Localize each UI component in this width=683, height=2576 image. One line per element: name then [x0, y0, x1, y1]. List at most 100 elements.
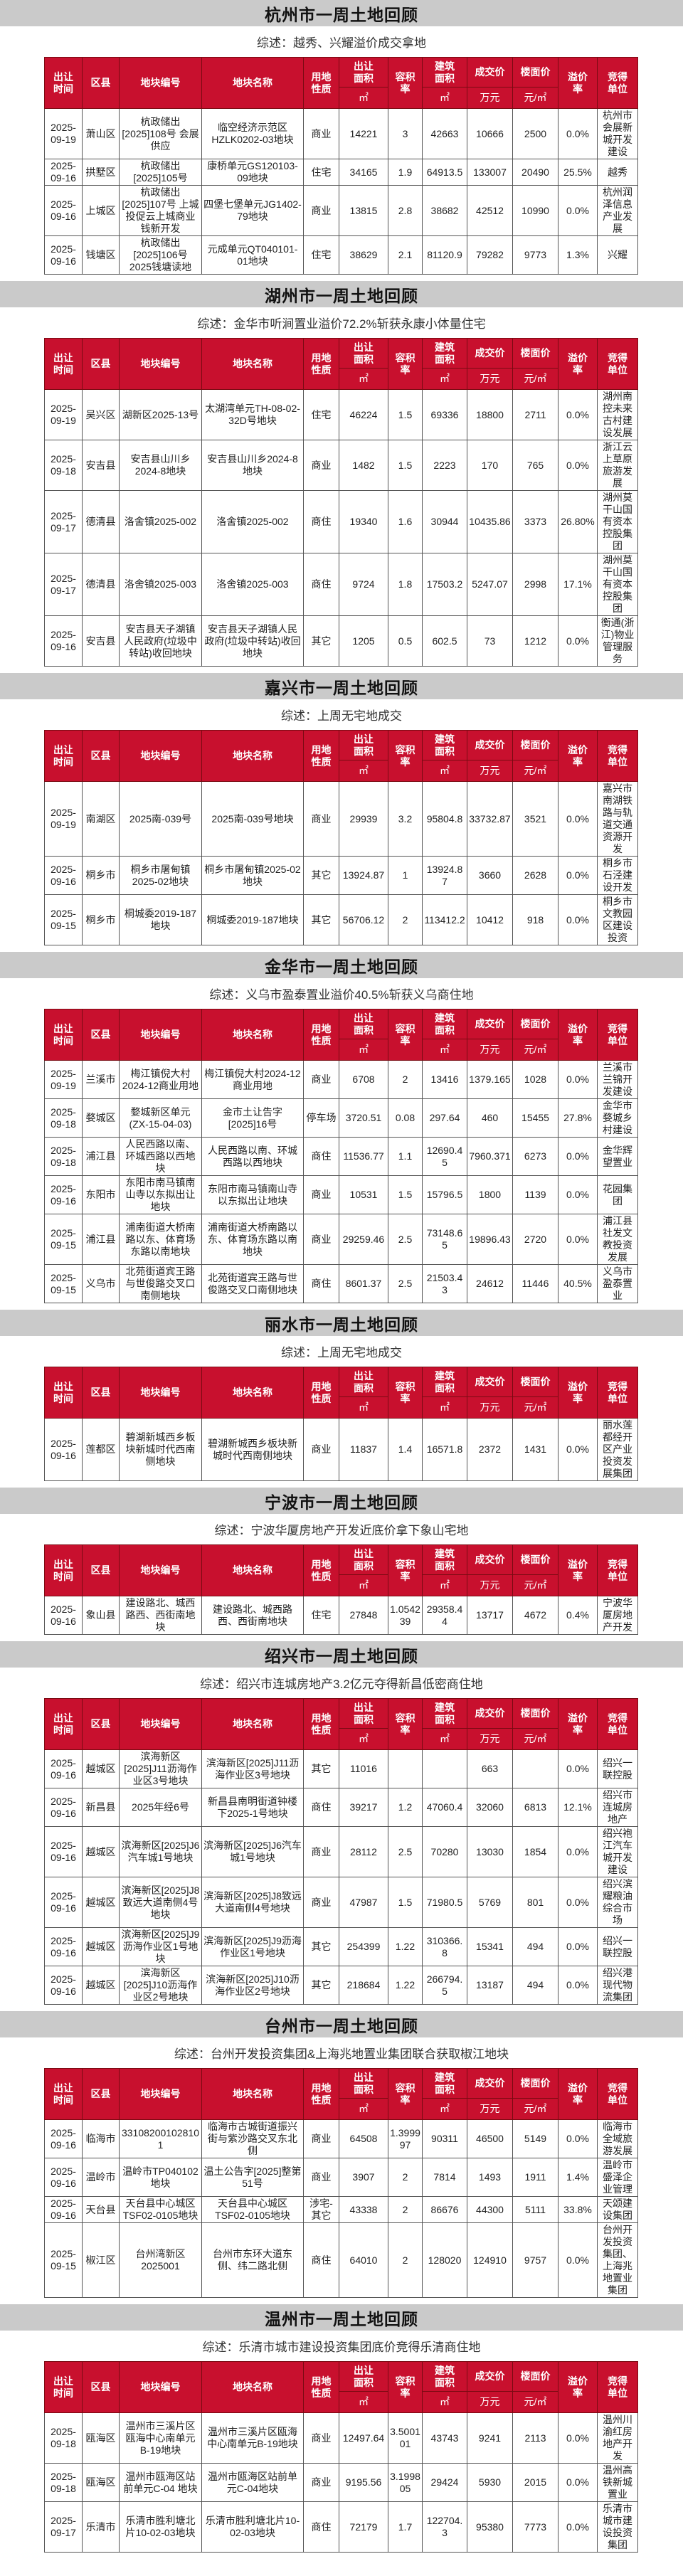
table-body: 2025-09-19 吴兴区 湖新区2025-13号 太湖湾单元TH-08-02-32… [44, 389, 638, 667]
header-usage: 用地 性质 [303, 1009, 339, 1061]
cell-premium: 40.5% [558, 1264, 598, 1303]
cell-winner: 花园集团 [597, 1175, 638, 1214]
cell-premium: 33.8% [558, 2196, 598, 2223]
cell-winner: 绍兴袍江汽车城开发建设 [597, 1826, 638, 1877]
cell-far: 2 [388, 2222, 423, 2298]
cell-plot-name: 乐清市胜利塘北片10-02-03地块 [201, 2501, 304, 2553]
cell-floor-price: 7773 [512, 2501, 558, 2553]
cell-gfa: 47060.4 [422, 1788, 467, 1827]
city-section: 湖州市一周土地回顾 综述：金华市听涧置业溢价72.2%斩获永康小体量住宅 出让 时间… [0, 281, 683, 673]
city-section: 温州市一周土地回顾 综述：乐清市城市建设投资集团底价竞得乐清商住地 出让 时间 区县地… [0, 2304, 683, 2559]
city-section: 宁波市一周土地回顾 综述：宁波华厦房地产开发近底价拿下象山宅地 出让 时间 区县 地块编… [0, 1488, 683, 1641]
section-title: 绍兴市一周土地回顾 [265, 1646, 418, 1665]
header-far: 容积 率 [388, 2068, 423, 2120]
section-summary: 综述：越秀、兴耀溢价成交拿地 [257, 36, 426, 50]
cell-plot-name: 滨海新区[2025]J8致远大道南侧4号地块 [201, 1877, 304, 1928]
cell-plot-code: 洛舍镇2025-003 [119, 553, 202, 616]
cell-plot-name: 四堡七堡单元JG1402-79地块 [201, 185, 304, 236]
cell-district: 浦江县 [82, 1137, 120, 1176]
cell-price: 1379.165 [467, 1060, 513, 1099]
cell-premium: 0.0% [558, 2501, 598, 2553]
cell-winner: 乐清市城市建设投资集团 [597, 2501, 638, 2553]
cell-floor-price: 15455 [512, 1098, 558, 1138]
cell-winner: 湖州莫干山国有资本控股集团 [597, 553, 638, 616]
header-floor-price: 楼面价 [512, 2068, 558, 2099]
cell-land-area: 43338 [339, 2196, 388, 2223]
cell-plot-code: 杭政储出[2025]105号 [119, 159, 202, 186]
cell-far: 1 [388, 856, 423, 895]
header-unit-land-area: ㎡ [339, 1728, 388, 1750]
table-row: 2025-09-17 德清县 洛舍镇2025-003 洛舍镇2025-003 商住 972… [44, 553, 638, 616]
header-usage: 用地 性质 [303, 1698, 339, 1750]
header-unit-gfa: ㎡ [422, 760, 467, 782]
cell-far: 1.22 [388, 1927, 423, 1966]
cell-usage: 商业 [303, 1060, 339, 1099]
cell-far: 2.5 [388, 1826, 423, 1877]
header-date: 出让 时间 [44, 1367, 83, 1419]
cell-premium: 0.0% [558, 2222, 598, 2298]
cell-district: 安吉县 [82, 615, 120, 667]
header-premium: 溢价 率 [558, 2361, 598, 2413]
cell-usage: 商住 [303, 490, 339, 553]
header-row: 出让 时间 区县 地块编号 地块名称 用地 性质 出让 面积 容积 率建筑 面积 成交价 楼面价… [44, 338, 638, 390]
cell-far: 2 [388, 894, 423, 945]
cell-district: 东阳市 [82, 1175, 120, 1214]
cell-price: 13187 [467, 1966, 513, 2005]
table-body: 2025-09-16 临海市 331082001028101 临海市古城街道振兴街与紫… [44, 2119, 638, 2298]
table-row: 2025-09-16 上城区 杭政储出[2025]107号 上城投促云上城商业钱新开… [44, 185, 638, 236]
cell-date: 2025-09-16 [44, 1596, 83, 1635]
header-gfa: 建筑 面积 [422, 2068, 467, 2099]
cell-usage: 商业 [303, 440, 339, 491]
cell-winner: 绍兴港现代物流集团 [597, 1966, 638, 2005]
header-date: 出让 时间 [44, 2361, 83, 2413]
cell-plot-name: 滨海新区[2025]J6汽车城1号地块 [201, 1826, 304, 1877]
cell-date: 2025-09-16 [44, 2119, 83, 2158]
header-winner: 竞得 单位 [597, 57, 638, 109]
cell-price: 13030 [467, 1826, 513, 1877]
cell-gfa: 30944 [422, 490, 467, 553]
cell-plot-name: 建设路北、城西路西、西街南地块 [201, 1596, 304, 1635]
header-gfa: 建筑 面积 [422, 338, 467, 369]
cell-usage: 商住 [303, 1788, 339, 1827]
header-unit-gfa: ㎡ [422, 1574, 467, 1596]
header-date: 出让 时间 [44, 2068, 83, 2120]
cell-floor-price: 801 [512, 1877, 558, 1928]
city-section: 杭州市一周土地回顾 综述：越秀、兴耀溢价成交拿地 出让 时间 区县 地块编号 地块名称 用地… [0, 0, 683, 281]
header-unit-gfa: ㎡ [422, 2098, 467, 2120]
cell-price: 10435.86 [467, 490, 513, 553]
cell-plot-code: 东阳市南马镇南山寺以东拟出让地块 [119, 1175, 202, 1214]
cell-gfa: 43743 [422, 2412, 467, 2464]
cell-land-area: 10531 [339, 1175, 388, 1214]
cell-land-area: 19340 [339, 490, 388, 553]
cell-gfa: 15796.5 [422, 1175, 467, 1214]
table-row: 2025-09-17 乐清市 乐清市胜利塘北片10-02-03地块 乐清市胜利塘北片1… [44, 2501, 638, 2553]
cell-gfa: 12690.45 [422, 1137, 467, 1176]
cell-plot-name: 临空经济示范区HZLK0202-03地块 [201, 108, 304, 159]
header-unit-floor-price: 元/㎡ [512, 1728, 558, 1750]
cell-gfa: 42663 [422, 108, 467, 159]
cell-plot-code: 滨海新区[2025]J6汽车城1号地块 [119, 1826, 202, 1877]
cell-gfa: 16571.8 [422, 1418, 467, 1481]
header-district: 区县 [82, 338, 120, 390]
table-row: 2025-09-16 莲都区 碧湖新城西乡板块新城时代西南侧地块 碧湖新城西乡板块新城… [44, 1418, 638, 1481]
cell-floor-price: 3373 [512, 490, 558, 553]
cell-floor-price: 11446 [512, 1264, 558, 1303]
cell-usage: 商业 [303, 781, 339, 857]
header-plot-name: 地块名称 [201, 1009, 304, 1061]
cell-land-area: 11536.77 [339, 1137, 388, 1176]
cell-usage: 其它 [303, 856, 339, 895]
cell-date: 2025-09-16 [44, 856, 83, 895]
header-unit-floor-price: 元/㎡ [512, 1039, 558, 1061]
cell-gfa: 70280 [422, 1826, 467, 1877]
cell-winner: 杭州市会展新城开发建设 [597, 108, 638, 159]
cell-premium: 0.0% [558, 185, 598, 236]
cell-winner: 台州开发投资集团、上海兆地置业集团 [597, 2222, 638, 2298]
cell-land-area: 13815 [339, 185, 388, 236]
land-table: 出让 时间 区县 地块编号 地块名称 用地 性质 出让 面积 容积 率建筑 面积 成交价 楼面价… [44, 1009, 638, 1303]
cell-far: 0.08 [388, 1098, 423, 1138]
cell-far: 3.500101 [388, 2412, 423, 2464]
cell-plot-code: 2025南-039号 [119, 781, 202, 857]
section-title: 丽水市一周土地回顾 [265, 1315, 418, 1334]
cell-district: 新昌县 [82, 1788, 120, 1827]
table-row: 2025-09-16 东阳市 东阳市南马镇南山寺以东拟出让地块 东阳市南马镇南山寺以东… [44, 1175, 638, 1214]
